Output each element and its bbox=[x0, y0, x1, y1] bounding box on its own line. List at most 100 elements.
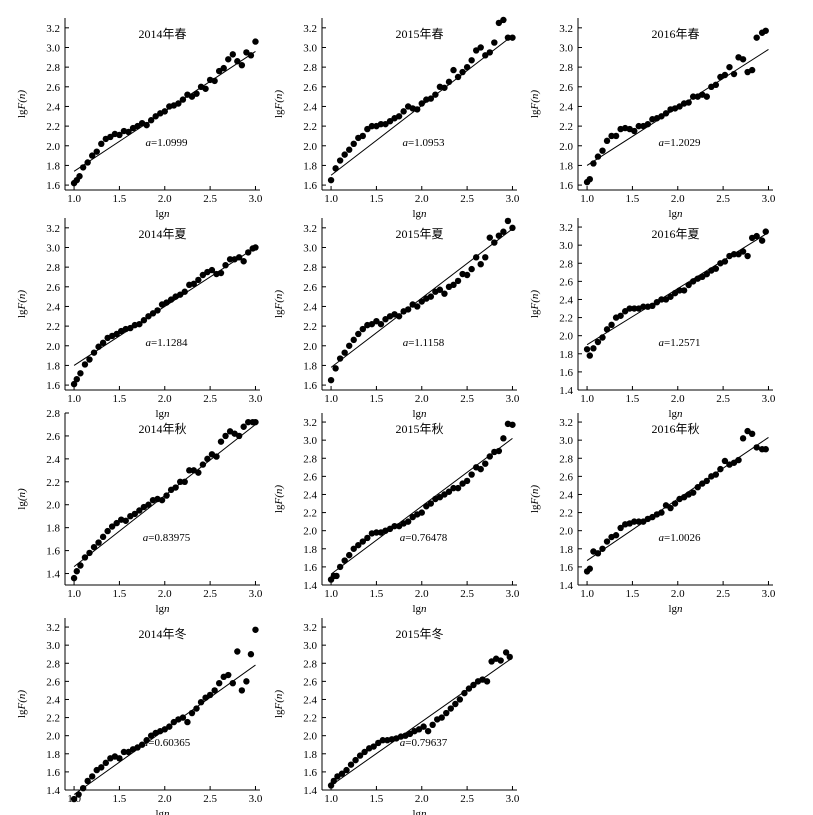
y-tick-label: 1.6 bbox=[559, 562, 573, 574]
data-point bbox=[762, 446, 769, 453]
data-point bbox=[73, 375, 80, 383]
data-point bbox=[450, 484, 457, 492]
data-point bbox=[86, 356, 93, 363]
data-point bbox=[703, 93, 710, 100]
data-point bbox=[99, 533, 107, 541]
y-tick-label: 2.2 bbox=[46, 477, 60, 489]
x-tick-label: 1.0 bbox=[67, 588, 81, 600]
data-point bbox=[108, 523, 116, 530]
data-point bbox=[158, 496, 166, 504]
y-tick-label: 2.6 bbox=[303, 471, 317, 483]
data-point bbox=[102, 759, 110, 767]
data-point bbox=[327, 376, 335, 384]
y-tick-label: 3.0 bbox=[559, 435, 573, 447]
data-point bbox=[395, 313, 403, 320]
data-point bbox=[333, 572, 340, 580]
data-point bbox=[70, 795, 78, 803]
data-point bbox=[113, 519, 120, 527]
data-point bbox=[225, 671, 232, 679]
data-point bbox=[243, 49, 250, 56]
data-point bbox=[134, 122, 141, 130]
data-point bbox=[243, 678, 250, 685]
data-point bbox=[404, 306, 412, 313]
y-tick-label: 1.6 bbox=[559, 180, 573, 192]
data-point bbox=[172, 484, 179, 491]
data-point bbox=[89, 152, 96, 159]
x-tick-label: 3.0 bbox=[506, 588, 520, 600]
y-tick-label: 1.8 bbox=[303, 749, 317, 761]
y-axis-label: lgF(n) bbox=[16, 690, 28, 718]
y-tick-label: 2.4 bbox=[303, 101, 317, 113]
data-point bbox=[225, 56, 232, 63]
data-point bbox=[245, 249, 252, 256]
data-point bbox=[491, 39, 498, 46]
y-tick-label: 1.6 bbox=[303, 767, 317, 779]
data-point bbox=[217, 438, 225, 445]
data-point bbox=[350, 545, 357, 552]
data-point bbox=[86, 549, 93, 557]
data-point bbox=[712, 81, 720, 89]
data-point bbox=[447, 705, 454, 712]
slope-annotation: a=1.0026 bbox=[659, 532, 701, 544]
data-point bbox=[758, 237, 766, 244]
data-point bbox=[235, 254, 243, 261]
data-point bbox=[395, 113, 403, 120]
data-point bbox=[617, 312, 624, 319]
y-tick-label: 2.8 bbox=[46, 658, 60, 670]
data-point bbox=[454, 277, 462, 285]
y-tick-label: 1.6 bbox=[46, 380, 60, 392]
data-point bbox=[465, 685, 473, 692]
data-point bbox=[454, 73, 462, 81]
y-tick-label: 3.0 bbox=[303, 640, 317, 652]
y-tick-label: 2.2 bbox=[559, 508, 573, 520]
y-tick-label: 2.4 bbox=[559, 101, 573, 113]
y-tick-label: 1.4 bbox=[46, 785, 60, 797]
y-tick-label: 2.2 bbox=[303, 713, 317, 725]
data-point bbox=[211, 77, 218, 85]
data-point bbox=[450, 281, 457, 289]
data-point bbox=[163, 299, 170, 306]
data-point bbox=[594, 338, 602, 346]
y-tick-label: 2.8 bbox=[303, 262, 317, 274]
y-tick-label: 2.4 bbox=[46, 694, 60, 706]
y-tick-label: 2.0 bbox=[46, 141, 60, 153]
y-tick-label: 2.0 bbox=[559, 141, 573, 153]
y-axis-label: lgF(n) bbox=[16, 290, 28, 318]
data-point bbox=[703, 270, 710, 278]
data-point bbox=[81, 361, 89, 368]
data-point bbox=[418, 509, 425, 516]
y-tick-label: 1.6 bbox=[559, 367, 573, 379]
y-tick-label: 1.4 bbox=[559, 385, 573, 397]
data-point bbox=[739, 56, 747, 63]
data-point bbox=[427, 95, 435, 102]
data-point bbox=[336, 157, 344, 164]
y-tick-label: 3.2 bbox=[559, 23, 573, 35]
slope-annotation: a=1.0953 bbox=[403, 137, 445, 149]
panel-title: 2014年夏 bbox=[138, 227, 186, 241]
data-point bbox=[84, 159, 91, 166]
y-axis-label: lgF(n) bbox=[273, 690, 285, 718]
x-tick-label: 1.5 bbox=[626, 193, 640, 205]
data-point bbox=[445, 488, 453, 495]
data-point bbox=[748, 430, 756, 438]
y-tick-label: 2.6 bbox=[46, 676, 60, 688]
data-point bbox=[252, 418, 259, 426]
y-tick-label: 2.6 bbox=[46, 82, 60, 94]
data-point bbox=[482, 460, 489, 467]
data-point bbox=[427, 293, 435, 300]
data-point bbox=[154, 307, 161, 314]
data-point bbox=[712, 265, 720, 272]
data-point bbox=[762, 228, 769, 235]
data-point bbox=[427, 500, 435, 507]
panel-title: 2015年夏 bbox=[395, 227, 443, 241]
data-point bbox=[441, 84, 448, 91]
data-point bbox=[456, 696, 464, 703]
data-point bbox=[204, 455, 211, 463]
data-point bbox=[355, 330, 362, 338]
data-point bbox=[644, 120, 652, 128]
data-point bbox=[703, 477, 710, 485]
data-point bbox=[79, 164, 87, 171]
data-point bbox=[195, 276, 202, 284]
data-point bbox=[497, 657, 504, 664]
data-point bbox=[84, 777, 91, 785]
